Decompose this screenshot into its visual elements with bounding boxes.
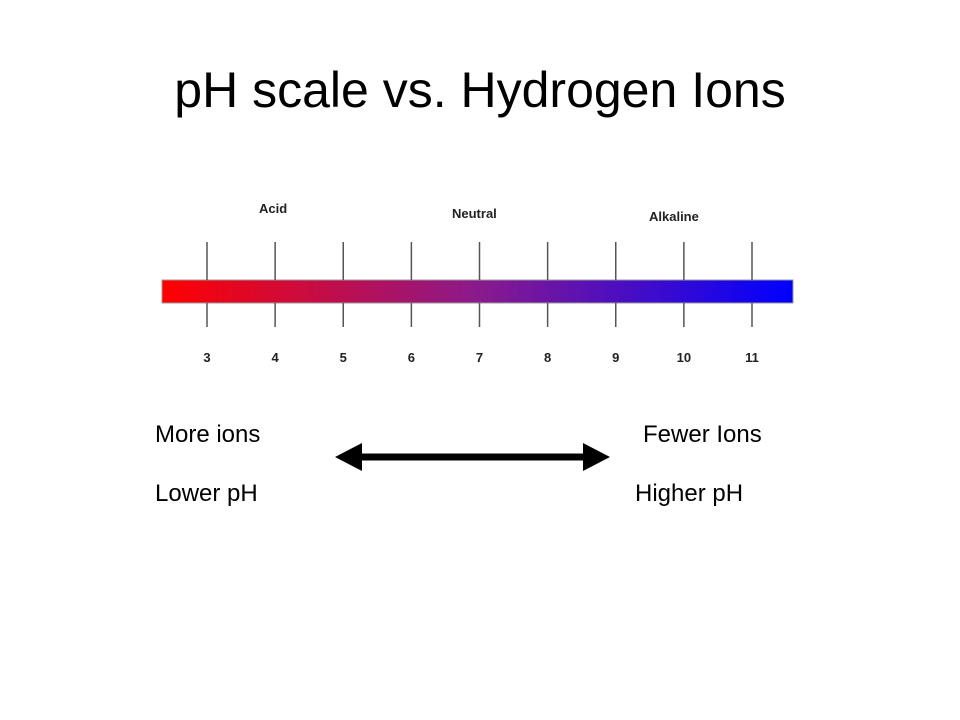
zone-label-neutral: Neutral xyxy=(452,206,497,221)
caption-lower-ph: Lower pH xyxy=(155,480,258,507)
tick-label: 9 xyxy=(612,350,619,365)
tick-label: 11 xyxy=(745,350,759,365)
zone-label-acid: Acid xyxy=(259,201,287,216)
double-headed-arrow-icon xyxy=(335,443,610,471)
tick-label: 10 xyxy=(677,350,691,365)
caption-higher-ph: Higher pH xyxy=(635,480,744,507)
zone-label-alkaline: Alkaline xyxy=(649,209,699,224)
ph-gradient-bar xyxy=(161,279,794,304)
tick-label: 6 xyxy=(408,350,415,365)
arrow-head-right xyxy=(583,443,610,471)
caption-more-ions: More ions xyxy=(155,421,261,448)
tick-group: 3 4 5 6 7 8 9 10 11 xyxy=(203,242,759,365)
tick-label: 7 xyxy=(476,350,483,365)
tick-label: 8 xyxy=(544,350,551,365)
caption-fewer-ions: Fewer Ions xyxy=(643,421,762,448)
tick-label: 3 xyxy=(203,350,210,365)
page-title: pH scale vs. Hydrogen Ions xyxy=(174,62,786,118)
tick-label: 5 xyxy=(340,350,347,365)
arrow-head-left xyxy=(335,443,362,471)
tick-label: 4 xyxy=(272,350,280,365)
